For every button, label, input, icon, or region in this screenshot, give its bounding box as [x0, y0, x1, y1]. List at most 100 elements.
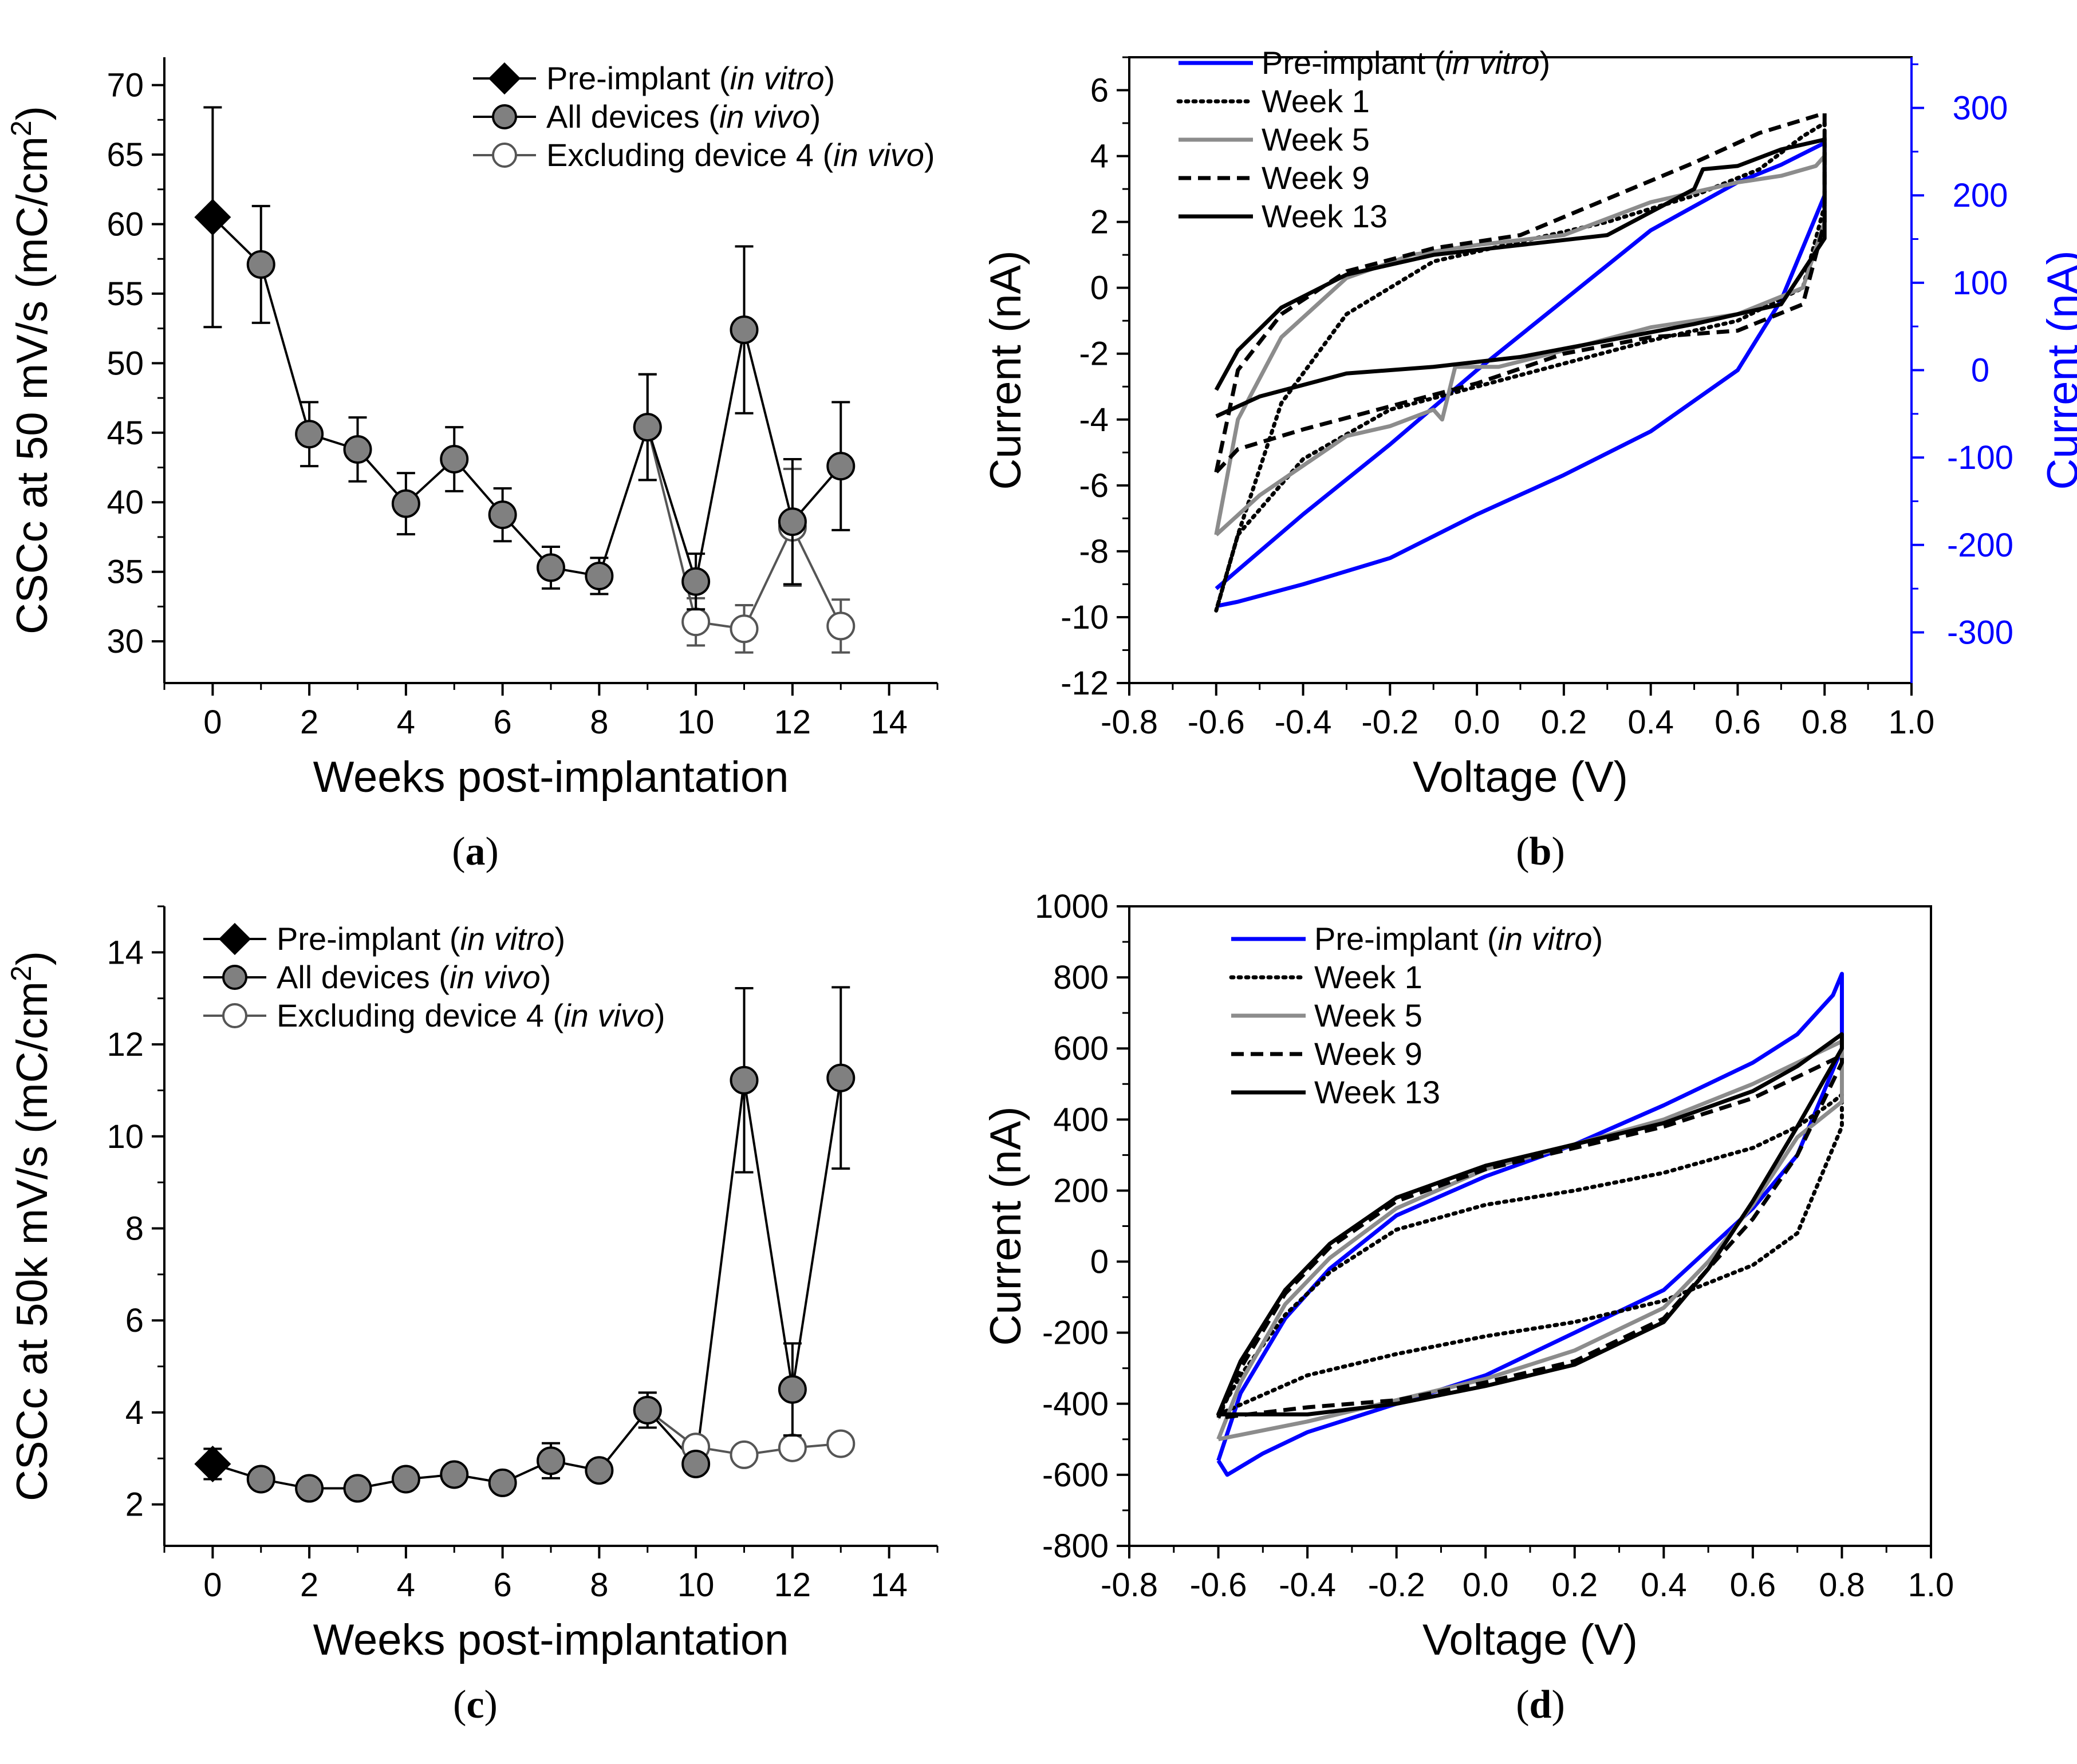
panel-label: (a) — [452, 830, 499, 874]
data-point-filled — [681, 567, 711, 596]
data-point-open — [730, 1440, 759, 1469]
data-point-filled — [492, 104, 517, 129]
y-right-tick-label: -200 — [1947, 527, 2013, 564]
panel-label: (c) — [453, 1683, 498, 1727]
legend-label: Week 5 — [1262, 121, 1370, 157]
x-tick-label: 0 — [203, 704, 222, 741]
legend-label: Week 13 — [1314, 1074, 1440, 1110]
y-tick-label: 0 — [1090, 270, 1109, 307]
y-tick-label: 40 — [107, 484, 144, 521]
data-point-open — [222, 1003, 247, 1028]
data-point-filled — [585, 1456, 614, 1485]
y-tick-label: -4 — [1079, 401, 1109, 439]
x-tick-label: 0.0 — [1454, 704, 1500, 741]
data-point-filled — [826, 452, 856, 481]
x-tick-label: -0.8 — [1101, 704, 1158, 741]
legend-label: Pre-implant (in vitro) — [1262, 45, 1550, 81]
y-tick-label: 35 — [107, 554, 144, 591]
y-tick-label: -10 — [1061, 599, 1109, 636]
legend-label: Pre-implant (in vitro) — [1314, 921, 1603, 957]
y-right-tick-label: 200 — [1953, 177, 2008, 214]
y-tick-label: 0 — [1090, 1244, 1109, 1281]
x-tick-label: 1.0 — [1889, 704, 1935, 741]
y-tick-label: -8 — [1079, 533, 1109, 570]
legend-label: Week 13 — [1262, 198, 1388, 234]
data-point-filled — [343, 435, 372, 464]
y-tick-label: 10 — [107, 1118, 144, 1155]
data-point-open — [778, 1433, 807, 1462]
y-axis-title: CSCc at 50 mV/s (mC/cm2) — [5, 106, 57, 634]
legend-label: Pre-implant (in vitro) — [277, 921, 565, 957]
x-tick-label: 10 — [677, 704, 715, 741]
x-axis-title: Weeks post-implantation — [313, 1616, 789, 1664]
x-tick-label: 8 — [590, 1566, 608, 1604]
legend-label: All devices (in vivo) — [546, 98, 821, 135]
legend-label: Excluding device 4 (in vivo) — [546, 137, 935, 173]
x-tick-label: 4 — [397, 1566, 415, 1604]
y-tick-label: -600 — [1042, 1457, 1109, 1494]
y-tick-label: 50 — [107, 345, 144, 382]
y-tick-label: 14 — [107, 934, 144, 971]
data-point-filled — [826, 1063, 856, 1092]
x-tick-label: 2 — [300, 704, 318, 741]
y-tick-label: 4 — [125, 1394, 144, 1431]
x-tick-label: 0.6 — [1730, 1566, 1776, 1604]
x-tick-label: 10 — [677, 1566, 715, 1604]
x-tick-label: 0.2 — [1551, 1566, 1598, 1604]
y-tick-label: 60 — [107, 206, 144, 243]
data-point-diamond — [218, 922, 251, 956]
data-point-filled — [222, 965, 247, 990]
x-axis-title: Voltage (V) — [1422, 1616, 1638, 1664]
data-point-filled — [295, 1474, 324, 1503]
legend-label: Week 9 — [1262, 160, 1370, 196]
data-point-filled — [537, 1446, 565, 1475]
x-tick-label: 6 — [493, 704, 511, 741]
y-right-tick-label: 0 — [1971, 352, 1989, 389]
data-point-filled — [295, 420, 324, 449]
x-tick-label: -0.2 — [1361, 704, 1418, 741]
y-axis-title: Current (nA) — [982, 250, 1030, 490]
panel-label: (b) — [1516, 830, 1565, 874]
y-tick-label: 12 — [107, 1026, 144, 1063]
data-point-filled — [440, 1460, 469, 1489]
legend-label: Pre-implant (in vitro) — [546, 60, 835, 96]
data-point-open — [826, 611, 856, 641]
x-tick-label: 0.4 — [1641, 1566, 1687, 1604]
y-tick-label: -800 — [1042, 1528, 1109, 1565]
x-tick-label: -0.8 — [1101, 1566, 1158, 1604]
legend-label: Week 1 — [1314, 959, 1422, 995]
x-tick-label: 1.0 — [1908, 1566, 1954, 1604]
x-tick-label: 0.6 — [1715, 704, 1761, 741]
y-tick-label: -200 — [1042, 1315, 1109, 1352]
y-tick-label: 800 — [1053, 959, 1109, 996]
data-point-filled — [778, 507, 807, 536]
cv-curve-week-13 — [1214, 137, 1827, 419]
y-tick-label: -12 — [1061, 665, 1109, 702]
data-point-filled — [246, 1465, 275, 1494]
data-point-filled — [488, 1468, 517, 1497]
chart-panel-4: -0.8 -0.6 -0.4 -0.2 0.0 0.2 0.4 0.6 0.8 1.0 -800 -6… — [982, 888, 1954, 1727]
y-tick-label: 55 — [107, 275, 144, 313]
data-point-filled — [343, 1474, 372, 1503]
y-right-tick-label: -100 — [1947, 439, 2013, 476]
legend-label: Excluding device 4 (in vivo) — [277, 997, 665, 1033]
data-point-diamond — [194, 1445, 231, 1482]
cv-curve-week-9 — [1216, 1053, 1844, 1420]
y-tick-label: 70 — [107, 67, 144, 104]
y-tick-label: 2 — [125, 1486, 144, 1524]
y-tick-label: 4 — [1090, 138, 1109, 175]
x-axis-title: Voltage (V) — [1413, 753, 1628, 802]
data-point-filled — [440, 444, 469, 473]
data-point-open — [730, 614, 759, 644]
data-point-filled — [633, 413, 662, 442]
legend-label: Week 9 — [1314, 1036, 1422, 1072]
y-tick-label: 45 — [107, 415, 144, 452]
data-point-filled — [681, 1449, 711, 1478]
y-tick-label: 6 — [125, 1302, 144, 1339]
cv-curve-week-9 — [1214, 111, 1827, 474]
y-tick-label: 2 — [1090, 204, 1109, 241]
x-tick-label: 0.8 — [1802, 704, 1848, 741]
series-line-all — [211, 216, 842, 582]
x-tick-label: 0.4 — [1627, 704, 1674, 741]
